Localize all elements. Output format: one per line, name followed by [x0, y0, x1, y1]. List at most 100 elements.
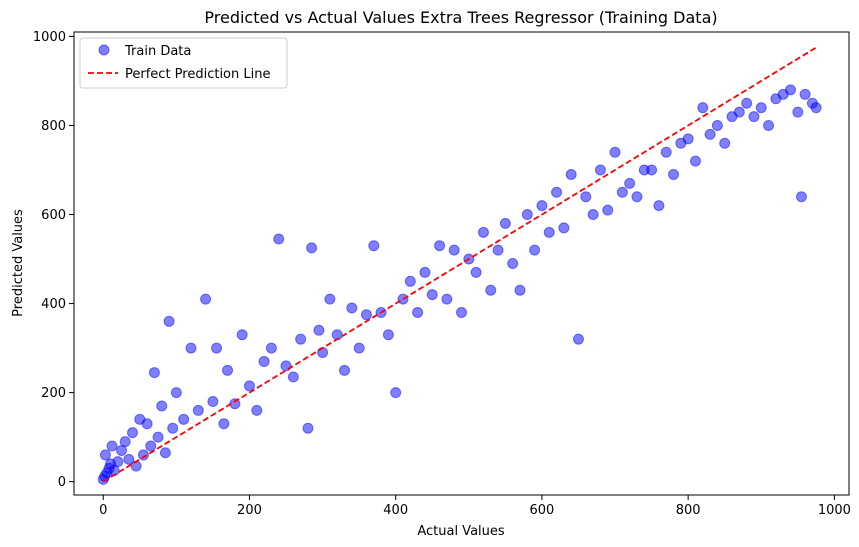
- scatter-point: [763, 119, 775, 131]
- x-tick-label: 600: [530, 503, 555, 518]
- scatter-point: [148, 367, 160, 379]
- scatter-point: [795, 191, 807, 203]
- scatter-point: [404, 275, 416, 287]
- scatter-point: [112, 456, 124, 468]
- scatter-point: [792, 106, 804, 118]
- scatter-point: [507, 258, 519, 269]
- scatter-point: [339, 364, 351, 376]
- scatter-point: [167, 422, 179, 434]
- scatter-point: [704, 128, 716, 140]
- scatter-point: [251, 404, 263, 416]
- scatter-point: [200, 293, 212, 305]
- scatter-point: [470, 266, 482, 278]
- scatter-point: [222, 364, 234, 376]
- scatter-point: [748, 111, 760, 123]
- y-tick-label: 600: [41, 208, 66, 223]
- scatter-point: [594, 164, 606, 176]
- scatter-point: [185, 342, 197, 354]
- legend-marker-train-data: [98, 44, 110, 56]
- scatter-point: [106, 440, 118, 452]
- legend-box: [79, 37, 288, 89]
- scatter-point: [733, 106, 745, 118]
- scatter-point: [313, 324, 325, 336]
- scatter-point: [565, 168, 577, 180]
- scatter-point: [280, 360, 292, 372]
- scatter-point: [668, 168, 680, 180]
- scatter-point: [265, 342, 277, 354]
- scatter-point: [602, 204, 614, 216]
- scatter-point: [799, 88, 811, 100]
- scatter-point: [477, 226, 489, 238]
- scatter-point: [631, 191, 643, 203]
- scatter-point: [306, 242, 318, 254]
- legend: Train Data Perfect Prediction Line: [79, 37, 288, 89]
- scatter-point: [273, 233, 285, 245]
- scatter-point: [360, 309, 372, 321]
- scatter-point: [697, 102, 709, 114]
- scatter-point: [682, 133, 694, 145]
- scatter-point: [159, 447, 171, 459]
- plot-frame: [73, 31, 850, 496]
- x-tick-label: 0: [99, 503, 107, 518]
- scatter-point: [126, 427, 138, 439]
- scatter-point: [152, 431, 164, 443]
- scatter-point: [390, 387, 402, 399]
- scatter-point: [624, 177, 636, 189]
- perfect-prediction-line: [102, 46, 817, 483]
- y-tick-label: 1000: [33, 30, 66, 45]
- scatter-point: [178, 413, 190, 425]
- scatter-point: [382, 329, 394, 341]
- scatter-point: [514, 284, 526, 296]
- scatter-point: [616, 186, 628, 198]
- scatter-point: [580, 191, 592, 203]
- scatter-point: [295, 333, 307, 345]
- x-axis-ticks: 0 200 400 600 800 1000: [99, 495, 851, 518]
- scatter-point: [353, 342, 365, 354]
- scatter-point: [99, 449, 111, 461]
- scatter-point: [529, 244, 541, 256]
- scatter-point: [609, 146, 621, 158]
- scatter-point: [456, 306, 467, 318]
- scatter-point: [170, 387, 182, 399]
- scatter-point: [426, 289, 438, 301]
- scatter-point: [587, 209, 599, 221]
- scatter-point: [543, 226, 555, 238]
- scatter-point: [119, 436, 131, 448]
- scatter-point: [572, 333, 584, 345]
- x-tick-label: 1000: [818, 503, 851, 518]
- scatter-point: [243, 380, 255, 392]
- scatter-point: [156, 400, 168, 412]
- plot-area: [97, 46, 822, 485]
- scatter-point: [810, 102, 822, 114]
- scatter-point: [412, 306, 424, 318]
- x-tick-label: 200: [237, 503, 262, 518]
- scatter-point: [258, 355, 270, 367]
- scatter-point: [137, 449, 149, 461]
- scatter-point: [521, 209, 533, 221]
- scatter-point: [536, 200, 548, 212]
- scatter-point: [755, 102, 767, 114]
- scatter-point: [324, 293, 336, 305]
- x-tick-label: 400: [383, 503, 408, 518]
- scatter-point: [785, 84, 797, 96]
- scatter-point: [660, 146, 672, 158]
- scatter-point: [163, 315, 175, 327]
- scatter-point: [689, 155, 701, 167]
- x-tick-label: 800: [676, 503, 701, 518]
- scatter-point: [123, 453, 135, 465]
- scatter-point: [211, 342, 223, 354]
- scatter-point: [434, 240, 446, 252]
- y-axis-label: Predicted Values: [11, 209, 26, 317]
- scatter-point: [492, 244, 504, 256]
- scatter-point: [145, 440, 157, 452]
- chart-title: Predicted vs Actual Values Extra Trees R…: [204, 8, 717, 27]
- scatter-point: [646, 164, 658, 176]
- scatter-point: [302, 422, 314, 434]
- legend-label-perfect-prediction-line: Perfect Prediction Line: [125, 67, 270, 82]
- scatter-point: [499, 217, 511, 229]
- scatter-point: [218, 418, 230, 430]
- scatter-points-layer: [97, 84, 822, 485]
- scatter-point: [711, 119, 723, 131]
- scatter-point: [653, 200, 665, 212]
